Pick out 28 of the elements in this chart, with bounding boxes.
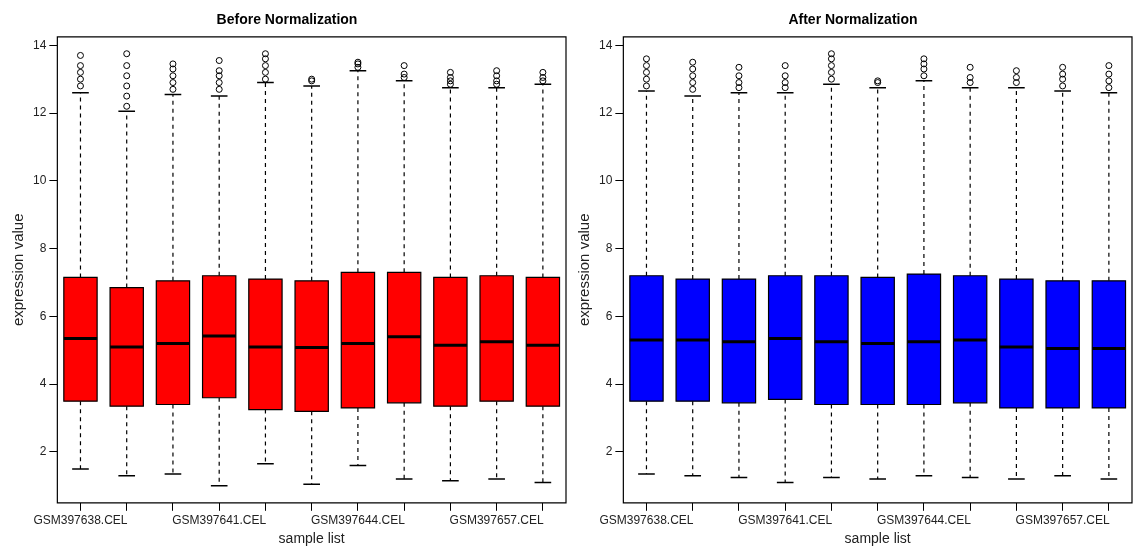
y-axis-title: expression value	[9, 213, 27, 327]
y-tick-label: 6	[39, 308, 47, 323]
y-tick-label: 12	[598, 105, 613, 120]
x-tick-label: GSM397638.CEL	[599, 513, 694, 528]
y-tick-label: 8	[39, 240, 47, 255]
x-tick-label: GSM397644.CEL	[876, 513, 972, 528]
y-axis-title: expression value	[575, 213, 593, 327]
x-tick-label: GSM397641.CEL	[172, 513, 267, 528]
y-tick-label: 2	[605, 444, 613, 459]
y-tick-label: 12	[32, 105, 47, 120]
y-tick-label: 4	[605, 376, 613, 391]
x-tick-label: GSM397638.CEL	[33, 513, 128, 528]
x-tick-label: GSM397644.CEL	[310, 513, 406, 528]
x-axis-title: sample list	[278, 530, 345, 547]
y-tick-label: 10	[598, 173, 613, 188]
chart-title: Before Normalization	[216, 11, 358, 28]
x-tick-label: GSM397657.CEL	[449, 513, 544, 528]
y-tick-label: 14	[32, 37, 47, 52]
chart-title: After Normalization	[788, 11, 918, 28]
x-tick-label: GSM397657.CEL	[1015, 513, 1110, 528]
x-tick-label: GSM397641.CEL	[738, 513, 833, 528]
y-tick-label: 4	[39, 376, 47, 391]
y-tick-label: 14	[598, 37, 613, 52]
x-axis-title: sample list	[844, 530, 911, 547]
y-tick-label: 6	[605, 308, 613, 323]
y-tick-label: 8	[605, 240, 613, 255]
y-tick-label: 2	[39, 444, 47, 459]
y-tick-label: 10	[32, 173, 47, 188]
